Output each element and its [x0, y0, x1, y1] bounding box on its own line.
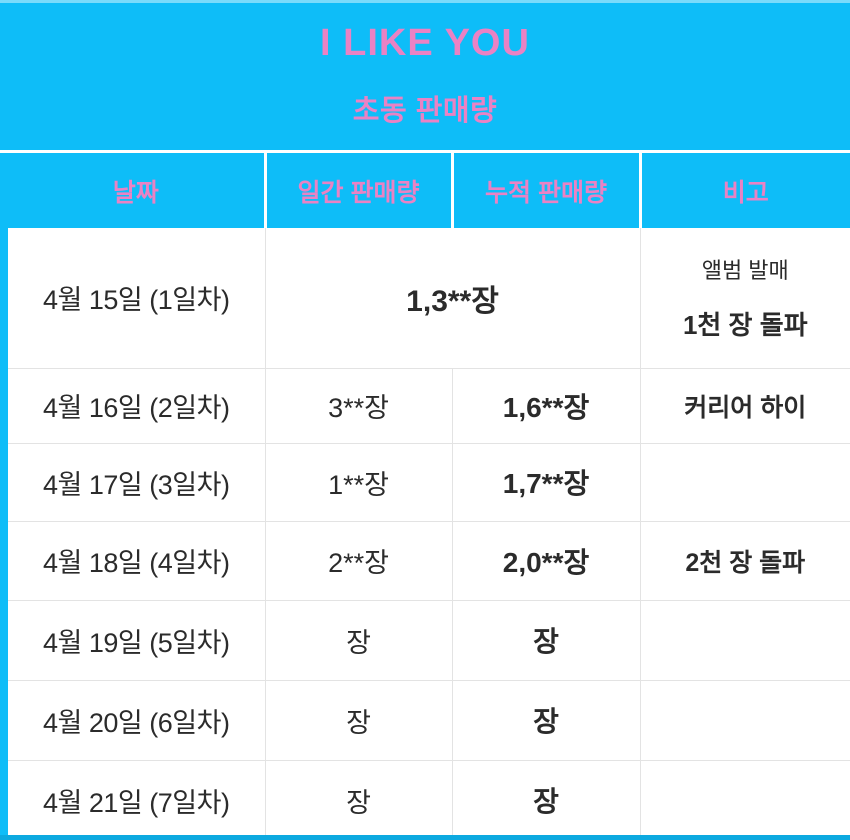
cumulative-sales-cell: 2,0**장: [451, 520, 641, 601]
date-cell: 4월 15일 (1일차): [8, 228, 266, 369]
date-cell: 4월 16일 (2일차): [8, 367, 266, 444]
note-stack: 앨범 발매 1천 장 돌파: [641, 253, 850, 342]
daily-sales-cell: 장: [264, 759, 453, 840]
daily-sales-cell: 1**장: [264, 442, 453, 522]
date-cell: 4월 17일 (3일차): [8, 442, 266, 522]
album-title: I LIKE YOU: [320, 21, 530, 64]
date-cell: 4월 18일 (4일차): [8, 520, 266, 601]
table-subtitle: 초동 판매량: [352, 94, 498, 127]
sales-table: 날짜 일간 판매량 누적 판매량 비고 4월 15일 (1일차) 1,3**장 …: [8, 153, 850, 840]
cumulative-sales-cell: 장: [451, 599, 641, 681]
note-cell: 앨범 발매 1천 장 돌파: [639, 228, 850, 369]
cumulative-sales-cell: 장: [451, 759, 641, 840]
column-header-note: 비고: [722, 178, 769, 207]
note-cell: [639, 679, 850, 761]
note-cell: [639, 599, 850, 681]
cumulative-sales-cell: 장: [451, 679, 641, 761]
title-block: I LIKE YOU 초동 판매량: [0, 0, 850, 150]
note-milestone-1k: 1천 장 돌파: [682, 310, 808, 341]
table-row-day4: 4월 18일 (4일차) 2**장 2,0**장 2천 장 돌파: [8, 520, 850, 601]
date-cell: 4월 19일 (5일차): [8, 599, 266, 681]
note-cell: [639, 442, 850, 522]
note-cell: [639, 759, 850, 840]
header-divider-line: [0, 150, 850, 153]
column-header-date: 날짜: [8, 153, 267, 228]
table-row-day3: 4월 17일 (3일차) 1**장 1,7**장: [8, 442, 850, 522]
daily-sales-cell: 2**장: [264, 520, 453, 601]
note-cell: 2천 장 돌파: [639, 520, 850, 601]
bottom-edge-strip: [0, 835, 850, 840]
date-cell: 4월 20일 (6일차): [8, 679, 266, 761]
table-row-day5: 4월 19일 (5일차) 장 장: [8, 599, 850, 681]
note-album-release: 앨범 발매: [701, 258, 789, 284]
column-header-daily-sales: 일간 판매량: [265, 153, 454, 228]
table-row-day2: 4월 16일 (2일차) 3**장 1,6**장 커리어 하이: [8, 367, 850, 444]
daily-sales-cell: 3**장: [264, 367, 453, 444]
daily-sales-cell: 장: [264, 599, 453, 681]
date-cell: 4월 21일 (7일차): [8, 759, 266, 840]
note-cell: 커리어 하이: [639, 367, 850, 444]
cumulative-sales-cell: 1,6**장: [451, 367, 641, 444]
combined-sales-cell: 1,3**장: [264, 228, 641, 369]
table-row-day6: 4월 20일 (6일차) 장 장: [8, 679, 850, 761]
column-header-cumulative-sales: 누적 판매량: [452, 153, 642, 228]
table-row-day1: 4월 15일 (1일차) 1,3**장 앨범 발매 1천 장 돌파: [8, 228, 850, 369]
table-row-day7: 4월 21일 (7일차) 장 장: [8, 759, 850, 840]
top-edge-highlight: [0, 0, 850, 3]
table-header-row: 날짜 일간 판매량 누적 판매량 비고: [8, 153, 850, 228]
daily-sales-cell: 장: [264, 679, 453, 761]
cumulative-sales-cell: 1,7**장: [451, 442, 641, 522]
